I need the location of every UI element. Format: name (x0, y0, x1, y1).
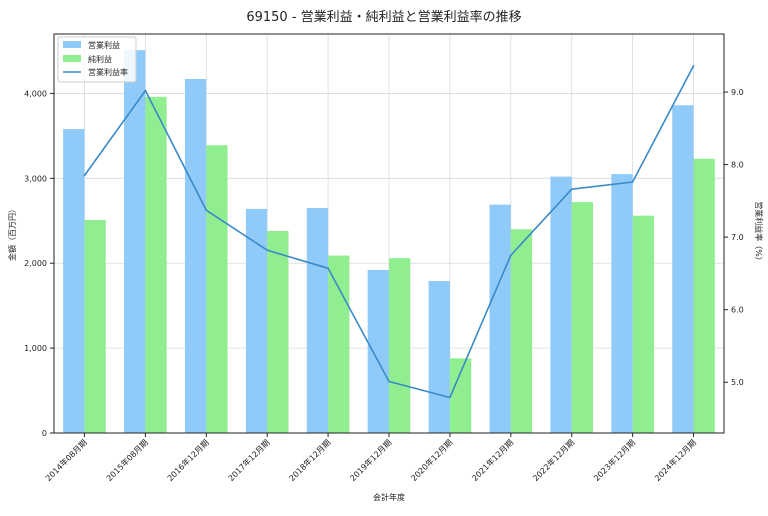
legend-label-net-profit: 純利益 (88, 54, 112, 64)
bar-net-profit (632, 215, 654, 433)
bar-operating-profit (184, 78, 207, 433)
line-layer (83, 65, 695, 399)
y2-tick-label: 5.0 (731, 378, 744, 387)
bar-operating-profit (306, 208, 329, 433)
y-axis-label: 金額（百万円） (7, 205, 17, 261)
bar-operating-profit (550, 176, 572, 433)
point-operating-margin (83, 174, 86, 177)
bar-net-profit (145, 96, 167, 433)
bar-operating-profit (367, 270, 389, 433)
x-axis-label: 会計年度 (373, 492, 405, 502)
bar-operating-profit (428, 281, 450, 433)
y-tick-label: 0 (42, 429, 47, 438)
bar-net-profit (571, 202, 594, 433)
legend-swatch-net-profit (63, 55, 81, 62)
legend-swatch-operating-profit (63, 41, 81, 48)
bar-net-profit (449, 358, 472, 433)
point-operating-margin (388, 380, 390, 383)
point-operating-margin (144, 89, 147, 92)
bar-operating-profit (672, 105, 694, 433)
y-tick-label: 4,000 (24, 89, 47, 98)
y2-tick-label: 6.0 (731, 306, 744, 315)
bar-operating-profit (63, 129, 85, 433)
chart-title: 69150 - 営業利益・純利益と営業利益率の推移 (246, 9, 521, 25)
bar-net-profit (389, 258, 411, 433)
y2-tick-label: 7.0 (731, 233, 744, 242)
bar-net-profit (84, 219, 106, 433)
bar-net-profit (267, 230, 289, 433)
point-operating-margin (266, 249, 269, 252)
point-operating-margin (449, 396, 451, 399)
point-operating-margin (570, 188, 573, 191)
y-tick-label: 2,000 (24, 259, 47, 268)
y-tick-label: 1,000 (24, 344, 47, 353)
point-operating-margin (327, 267, 329, 270)
bar-net-profit (693, 158, 715, 433)
y2-tick-label: 9.0 (731, 88, 744, 97)
y2-axis-label: 営業利益率（%） (754, 201, 764, 265)
bar-operating-profit (611, 174, 633, 433)
bar-operating-profit (124, 50, 146, 433)
bar-net-profit (206, 145, 228, 433)
legend-label-operating-profit: 営業利益 (88, 40, 120, 50)
legend-box (57, 36, 137, 83)
point-operating-margin (509, 254, 512, 257)
point-operating-margin (205, 209, 208, 212)
bar-operating-profit (245, 208, 268, 433)
bar-net-profit (328, 255, 350, 433)
bars-layer (63, 50, 715, 433)
point-operating-margin (631, 181, 634, 183)
legend-label-operating-margin: 営業利益率 (88, 67, 128, 77)
bar-operating-profit (489, 204, 511, 433)
legend: 営業利益 純利益 営業利益率 (57, 36, 137, 83)
y2-tick-label: 8.0 (731, 161, 744, 170)
bar-net-profit (510, 229, 533, 433)
point-operating-margin (692, 65, 695, 67)
y-tick-label: 3,000 (24, 174, 47, 183)
